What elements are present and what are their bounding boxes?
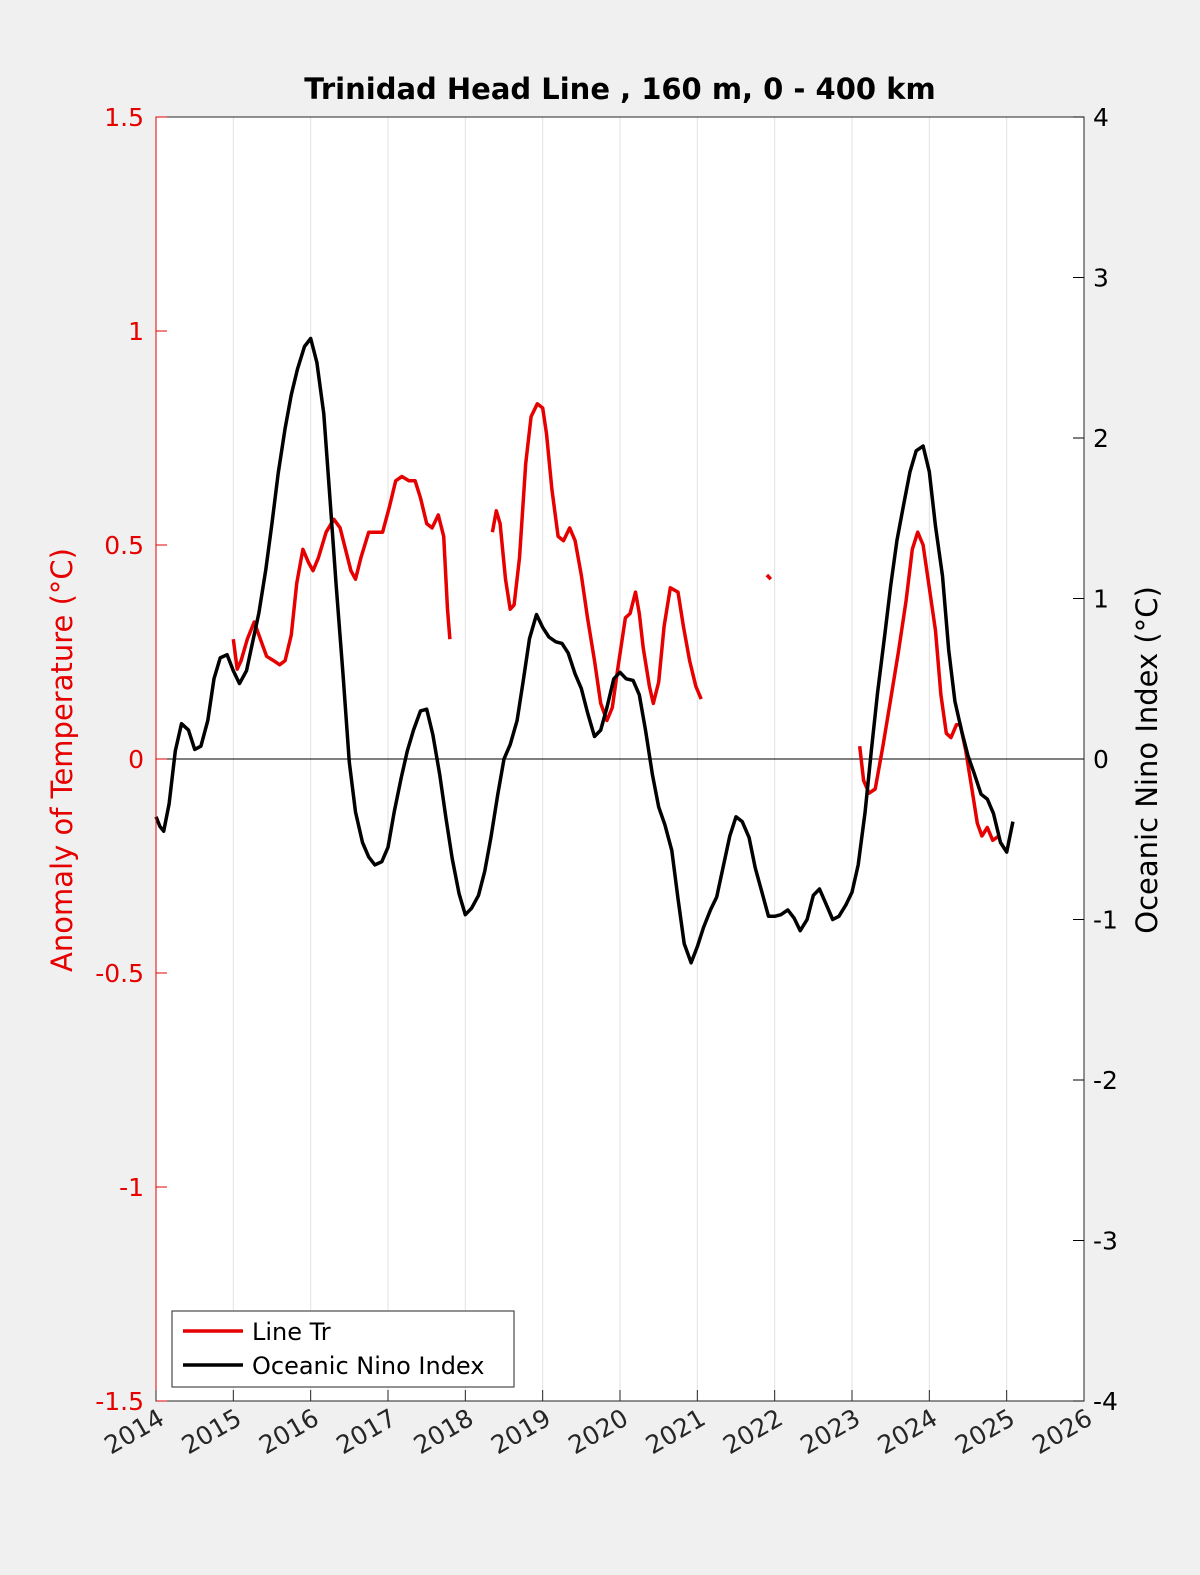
left-tick-label: 0.5: [104, 531, 144, 560]
right-tick-label: 0: [1093, 745, 1109, 774]
series-line-oceanic-nino-index-segment-1: [154, 336, 1015, 965]
right-tick-label: -4: [1093, 1387, 1118, 1416]
left-tick-label: -1.5: [95, 1387, 144, 1416]
right-tick-label: -3: [1093, 1227, 1118, 1256]
legend-label-oceanic-nino-index: Oceanic Nino Index: [252, 1352, 484, 1380]
right-tick-label: 2: [1093, 424, 1109, 453]
left-axis-label: Anomaly of Temperature (°C): [45, 548, 79, 972]
left-y-axis: -1.5 -1 -0.5 0 0.5 1 1.5: [95, 103, 167, 1416]
chart-title: Trinidad Head Line , 160 m, 0 - 400 km: [304, 72, 935, 106]
series-line-line-tr-segment-4: [857, 530, 1000, 843]
left-tick-label: -1: [119, 1173, 144, 1202]
right-axis-label: Oceanic Nino Index (°C): [1130, 586, 1164, 934]
series-layer: [154, 336, 1015, 965]
left-tick-label: 1: [128, 317, 144, 346]
legend-box: [171, 1310, 515, 1388]
series-line-line-tr-segment-1: [231, 474, 452, 671]
right-y-axis: -4 -3 -2 -1 0 1 2 3 4: [1073, 103, 1118, 1416]
right-tick-label: 1: [1093, 585, 1109, 614]
right-tick-label: 4: [1093, 103, 1109, 132]
right-tick-label: 3: [1093, 264, 1109, 293]
series-line-line-tr-segment-3: [765, 573, 773, 581]
left-tick-label: -0.5: [95, 959, 144, 988]
right-tick-label: -2: [1093, 1066, 1118, 1095]
right-tick-label: -1: [1093, 906, 1118, 935]
left-tick-label: 1.5: [104, 103, 144, 132]
legend: Line Tr Oceanic Nino Index: [171, 1310, 515, 1388]
legend-label-line-tr: Line Tr: [252, 1318, 331, 1346]
left-tick-label: 0: [128, 745, 144, 774]
series-line-line-tr-segment-2: [490, 402, 703, 723]
